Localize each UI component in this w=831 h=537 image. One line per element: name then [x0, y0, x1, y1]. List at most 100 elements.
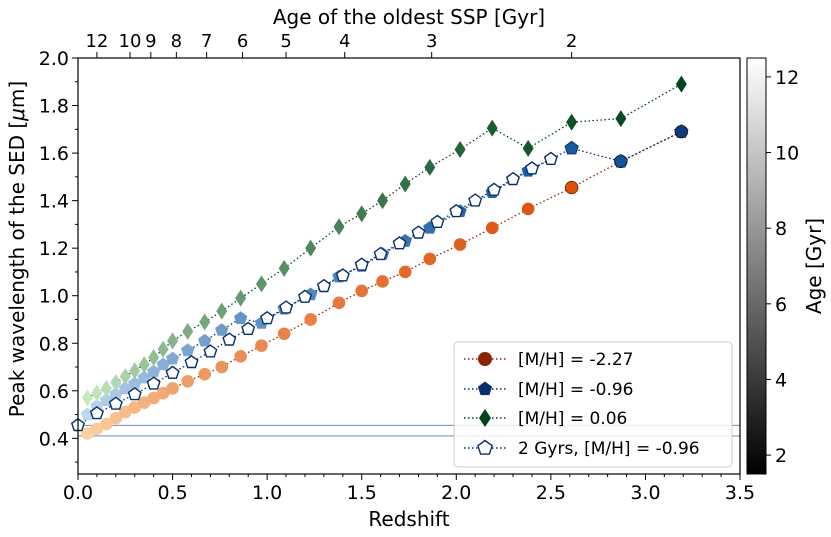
y-tick-label: 1.4: [39, 191, 69, 213]
x-tick-label: 2.0: [441, 482, 471, 504]
data-point-diamond: [129, 362, 141, 380]
data-point-open-pentagon: [89, 406, 104, 420]
top-tick-label: 6: [237, 31, 248, 52]
top-tick-label: 9: [145, 31, 156, 52]
data-point-diamond: [100, 379, 112, 397]
legend-marker-circle: [478, 352, 492, 366]
data-point-diamond: [675, 75, 687, 93]
x-tick-label: 1.0: [252, 482, 282, 504]
x-tick-label: 1.5: [347, 482, 377, 504]
data-point-diamond: [110, 373, 122, 391]
data-point-pentagon: [215, 323, 229, 336]
data-point-open-pentagon: [449, 203, 464, 218]
data-point-circle: [332, 296, 346, 310]
data-point-open-pentagon: [260, 310, 275, 325]
colorbar-tick-label: 10: [775, 143, 799, 165]
data-point-open-pentagon: [165, 365, 180, 379]
legend-label: 2 Gyrs, [M/H] = -0.96: [518, 439, 700, 459]
y-tick-label: 2.0: [39, 48, 69, 70]
y-axis-title: Peak wavelength of the SED [μm]: [5, 81, 29, 417]
data-point-circle: [398, 265, 412, 279]
y-tick-label: 0.4: [39, 428, 69, 450]
y-tick-label: 1.0: [39, 286, 69, 308]
data-point-open-pentagon: [468, 193, 483, 207]
legend-label: [M/H] = -0.96: [518, 380, 633, 400]
data-point-diamond: [377, 192, 389, 210]
top-tick-label: 8: [171, 31, 182, 52]
data-point-open-pentagon: [184, 354, 199, 369]
legend-box: [453, 341, 733, 468]
x-tick-label: 0.5: [157, 482, 187, 504]
data-point-open-pentagon: [354, 257, 369, 271]
top-tick-label: 10: [119, 31, 142, 52]
data-point-circle: [234, 350, 247, 363]
data-point-circle: [137, 396, 151, 409]
legend-marker-open-pentagon: [477, 439, 493, 455]
data-point-diamond: [333, 218, 345, 236]
data-point-diamond: [615, 110, 627, 128]
legend-label: [M/H] = 0.06: [518, 409, 627, 429]
data-point-circle: [453, 238, 467, 251]
data-point-diamond: [522, 139, 534, 157]
data-point-pentagon: [198, 333, 212, 347]
data-point-circle: [255, 339, 268, 352]
data-point-circle: [485, 221, 499, 235]
colorbar-tick-label: 8: [775, 218, 787, 240]
data-point-circle: [100, 417, 113, 431]
y-tick-label: 0.8: [39, 333, 69, 355]
data-point-open-pentagon: [127, 387, 142, 401]
data-point-circle: [423, 252, 437, 266]
data-point-open-pentagon: [203, 344, 218, 358]
data-point-diamond: [138, 356, 150, 374]
x-tick-label: 2.5: [536, 482, 566, 504]
x-axis-title: Redshift: [368, 507, 449, 531]
data-point-diamond: [486, 119, 498, 137]
data-point-circle: [128, 401, 142, 414]
y-axis-ticks: 0.4 0.6 0.8 1.0 1.2 1.4 1.6 1.8 2.0: [39, 48, 78, 463]
data-point-diamond: [566, 113, 578, 131]
data-point-pentagon: [156, 357, 170, 371]
legend-label: [M/H] = -2.27: [518, 350, 633, 370]
data-point-pentagon: [147, 364, 161, 378]
data-point-open-pentagon: [411, 225, 426, 239]
data-point-open-pentagon: [316, 278, 331, 293]
data-point-diamond: [278, 259, 290, 277]
data-point-circle: [521, 202, 535, 216]
top-tick-label: 2: [566, 31, 577, 52]
legend-marker-pentagon: [477, 381, 493, 396]
y-tick-label: 1.2: [39, 238, 69, 260]
data-point-circle: [355, 284, 369, 298]
colorbar-tick-label: 12: [775, 67, 799, 89]
data-point-pentagon: [234, 311, 248, 324]
data-point-circle: [109, 411, 123, 425]
top-axis-title: Age of the oldest SSP [Gyr]: [273, 5, 545, 29]
data-point-open-pentagon: [146, 376, 161, 390]
top-tick-label: 4: [339, 31, 350, 52]
data-point-open-pentagon: [392, 236, 407, 250]
data-point-pentagon: [118, 381, 132, 395]
data-point-open-pentagon: [222, 332, 237, 346]
data-point-diamond: [81, 389, 93, 407]
legend-marker-diamond: [479, 409, 491, 427]
data-series: [70, 75, 689, 440]
data-point-pentagon: [564, 140, 579, 155]
data-point-pentagon: [674, 124, 689, 138]
data-point-open-pentagon: [373, 246, 388, 261]
data-point-open-pentagon: [543, 151, 558, 166]
colorbar-tick-label: 2: [775, 445, 787, 467]
top-tick-label: 12: [85, 31, 108, 52]
data-point-pentagon: [165, 351, 180, 365]
colorbar-label: Age [Gyr]: [802, 218, 826, 314]
data-point-open-pentagon: [279, 300, 294, 314]
data-point-circle: [304, 313, 317, 326]
data-point-diamond: [424, 158, 436, 176]
y-tick-label: 1.6: [39, 143, 69, 165]
data-point-circle: [156, 386, 170, 400]
data-point-circle: [564, 180, 579, 195]
data-point-circle: [181, 374, 195, 388]
data-point-circle: [166, 382, 179, 395]
data-point-diamond: [216, 302, 228, 320]
data-point-diamond: [119, 368, 131, 386]
data-point-open-pentagon: [297, 289, 313, 303]
